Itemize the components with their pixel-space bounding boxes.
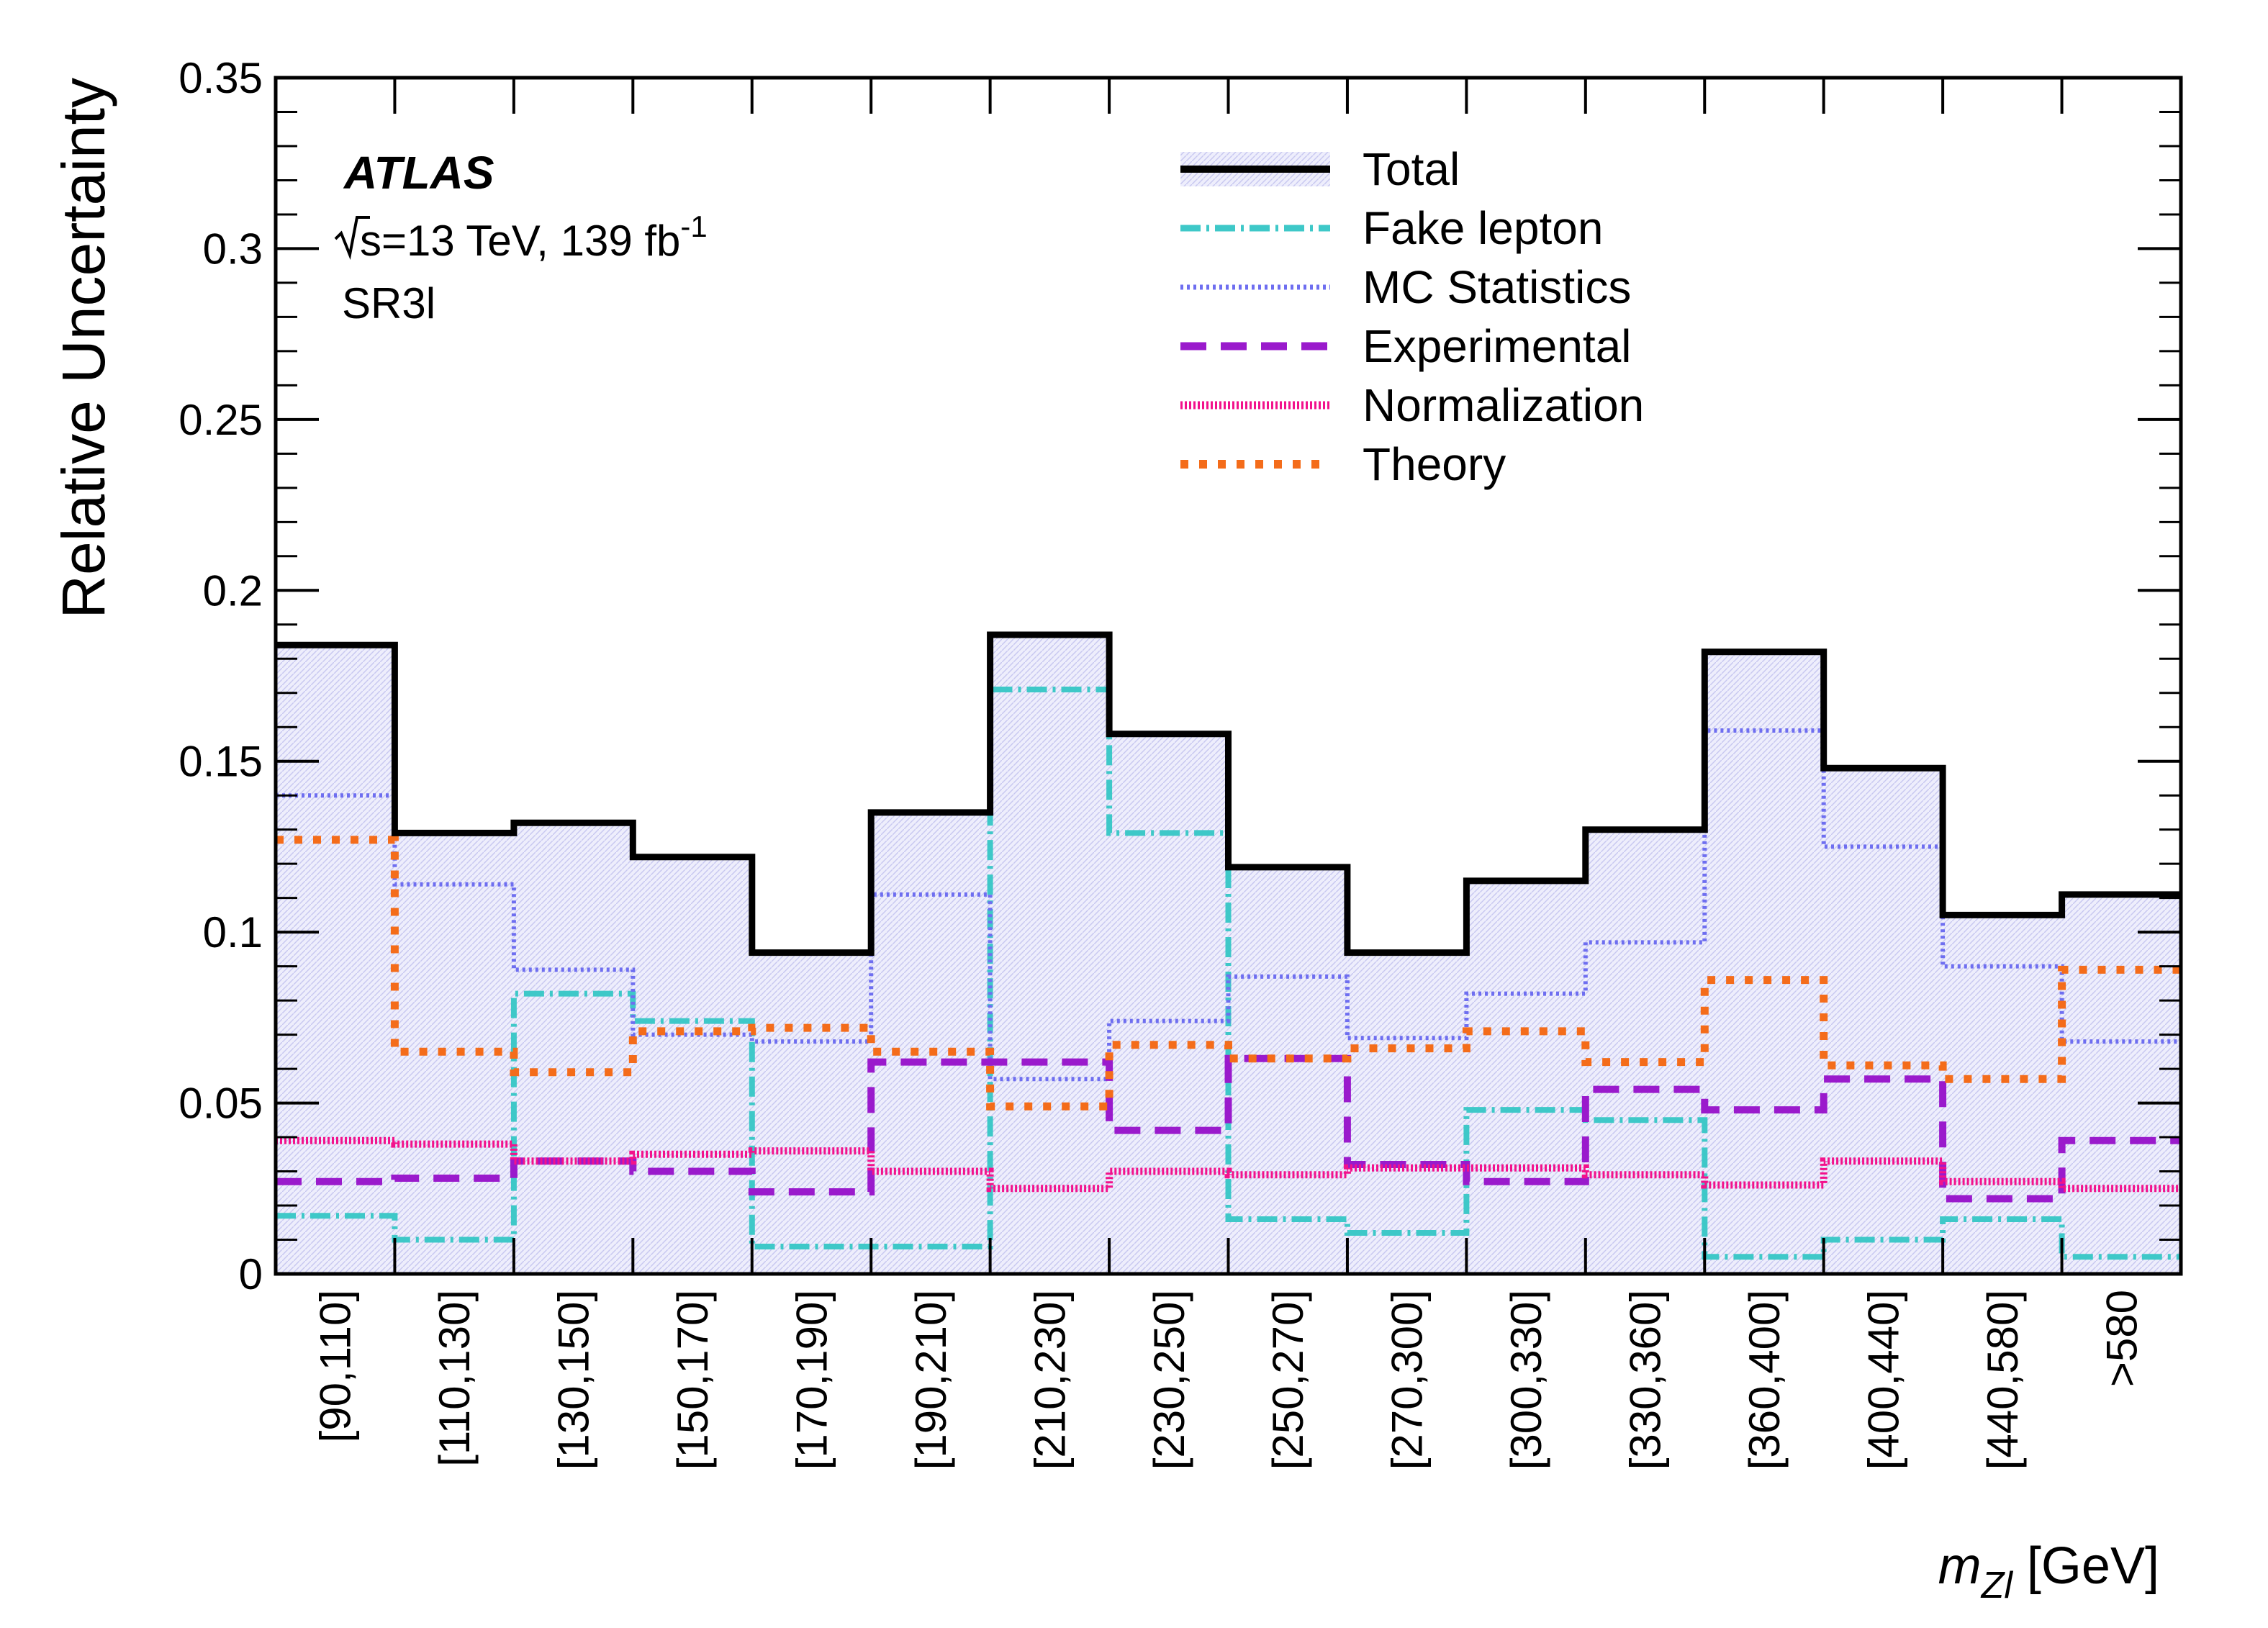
legend-label-mc-statistics: MC Statistics <box>1363 261 1631 313</box>
legend: Total Fake lepton MC Statistics Experimenta… <box>1180 143 1644 490</box>
y-tick-label: 0.1 <box>203 908 263 957</box>
band-bin <box>276 645 395 1274</box>
x-category-label: >580 <box>2097 1290 2146 1387</box>
band-bin <box>1347 952 1467 1274</box>
legend-label-experimental: Experimental <box>1363 320 1632 372</box>
band-bin <box>394 833 514 1274</box>
y-tick-label: 0.25 <box>179 396 263 444</box>
band-bin <box>871 812 990 1274</box>
energy-prefix: s <box>360 217 381 265</box>
energy-text: =13 TeV, 139 fb <box>381 217 680 265</box>
y-tick-label: 0.2 <box>203 566 263 615</box>
series-layer <box>276 631 2181 1260</box>
x-category-label: [190,210] <box>907 1290 955 1470</box>
series-line-theory <box>276 836 2181 1111</box>
y-tick-labels: 0 0.05 0.1 0.15 0.2 0.25 0.3 0.35 <box>179 54 263 1298</box>
x-category-label: [360,400] <box>1740 1290 1789 1470</box>
x-category-label: [440,580] <box>1979 1290 2027 1470</box>
x-category-label: [270,300] <box>1383 1290 1432 1470</box>
band-bin <box>1585 829 1705 1274</box>
band-bin <box>1943 915 2062 1274</box>
x-axis-unit: [GeV] <box>2027 1537 2159 1595</box>
x-category-label: [170,190] <box>788 1290 836 1470</box>
x-axis-title: mZl [GeV] <box>1938 1537 2159 1606</box>
x-axis-subscript: Zl <box>1980 1565 2014 1606</box>
x-category-label: [230,250] <box>1145 1290 1193 1470</box>
legend-label-theory: Theory <box>1363 438 1506 490</box>
legend-label-fake-lepton: Fake lepton <box>1363 202 1603 254</box>
legend-label-normalization: Normalization <box>1363 379 1644 431</box>
region-label: SR3l <box>342 279 435 327</box>
x-category-label: [250,270] <box>1264 1290 1312 1470</box>
band-bin <box>513 823 633 1274</box>
band-bin <box>2061 894 2181 1274</box>
band-bin <box>1228 867 1347 1274</box>
x-category-labels: [90,110] [110,130] [130,150] [150,170] [170,… <box>312 1290 2146 1470</box>
series-line-total <box>276 631 2181 957</box>
y-axis-title: Relative Uncertainty <box>50 78 117 619</box>
x-category-label: [330,360] <box>1622 1290 1670 1470</box>
svg-text:s=13 TeV, 139 fb-1: s=13 TeV, 139 fb-1 <box>360 209 708 265</box>
band-bin <box>1704 651 1824 1274</box>
energy-lumi-label: s=13 TeV, 139 fb-1 <box>334 209 708 265</box>
y-tick-label: 0.3 <box>203 225 263 273</box>
x-axis-variable: m <box>1938 1537 1982 1595</box>
legend-label-total: Total <box>1363 143 1460 195</box>
band-bin <box>633 856 752 1274</box>
band-bin <box>751 952 872 1274</box>
x-category-label: [300,330] <box>1502 1290 1550 1470</box>
x-category-label: [150,170] <box>669 1290 717 1470</box>
band-bin <box>990 635 1110 1274</box>
axis-ticks <box>274 76 2182 1275</box>
x-category-label: [400,440] <box>1859 1290 1907 1470</box>
lumi-superscript: -1 <box>680 209 707 243</box>
sqrt-symbol-icon <box>334 216 370 261</box>
y-tick-label: 0.15 <box>179 738 263 786</box>
x-category-label: [110,130] <box>430 1290 479 1467</box>
y-tick-label: 0.35 <box>179 54 263 102</box>
total-uncertainty-band <box>276 635 2181 1274</box>
series-line-normalization <box>276 1136 2181 1193</box>
x-category-label: [90,110] <box>312 1290 360 1442</box>
band-bin <box>1466 880 1586 1274</box>
atlas-label: ATLAS <box>343 147 494 199</box>
y-tick-label: 0.05 <box>179 1080 263 1128</box>
band-bin <box>1109 733 1229 1274</box>
x-category-label: [210,230] <box>1026 1290 1074 1470</box>
y-tick-label: 0 <box>239 1250 263 1298</box>
band-bin <box>1823 768 1943 1274</box>
x-category-label: [130,150] <box>550 1290 598 1470</box>
